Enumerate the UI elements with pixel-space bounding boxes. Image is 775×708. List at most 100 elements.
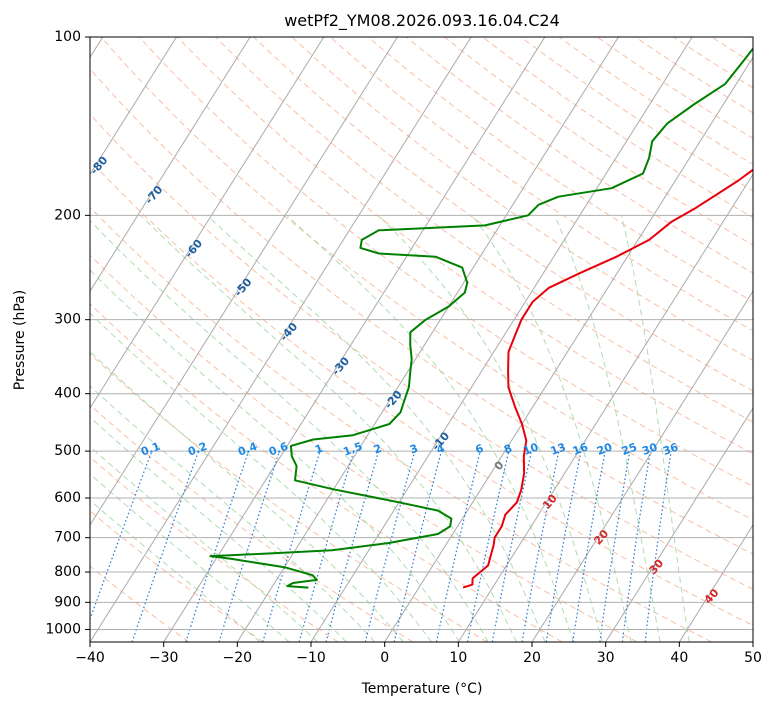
moist-adiabat — [471, 215, 632, 642]
mixing-ratio-label: 13 — [549, 440, 568, 457]
dry-adiabat — [90, 254, 638, 642]
temperature-profile — [462, 168, 753, 589]
isotherm-line — [90, 37, 325, 410]
mixing-ratio-label: 36 — [661, 440, 680, 458]
x-tick-label: −30 — [149, 650, 179, 666]
mixing-ratio-line — [131, 450, 200, 642]
mixing-ratio-line — [572, 450, 606, 642]
chart-title: wetPf2_YM08.2026.093.16.04.C24 — [284, 11, 560, 31]
isotherm-line — [90, 37, 177, 176]
mixing-ratio-line — [599, 450, 631, 642]
y-axis: 100 200 300 400 500 600 700 800 900 1000 — [45, 29, 90, 637]
x-tick-label: −10 — [296, 650, 326, 666]
dry-adiabat — [100, 37, 753, 521]
x-tick-label: 50 — [744, 650, 762, 666]
isotherm-line — [752, 641, 753, 642]
sounding-profiles — [209, 47, 753, 589]
isotherm-line — [384, 56, 753, 642]
x-tick-label: 20 — [523, 650, 541, 666]
isotherm-line — [531, 290, 753, 642]
x-tick-label: 30 — [597, 650, 615, 666]
mixing-ratio-label: 0.6 — [267, 440, 290, 459]
x-axis-label: Temperature (°C) — [361, 681, 483, 697]
y-tick-label: 300 — [54, 312, 81, 328]
y-tick-label: 900 — [54, 594, 81, 610]
y-tick-label: 500 — [54, 443, 81, 459]
dry-adiabat — [558, 37, 753, 165]
dry-adiabat — [90, 113, 753, 590]
moist-adiabat — [90, 269, 461, 642]
moist-adiabat — [378, 214, 603, 642]
dry-adiabat — [444, 37, 753, 246]
dry-adiabat — [90, 404, 414, 642]
y-axis-label: Pressure (hPa) — [12, 290, 28, 390]
moist-adiabat — [90, 312, 432, 642]
mixing-ratio-label: 30 — [640, 440, 659, 458]
isotherm-line — [605, 407, 753, 642]
y-tick-label: 800 — [54, 564, 81, 580]
moist-adiabat — [90, 350, 404, 642]
dry-adiabat — [90, 159, 753, 627]
isotherm-line — [90, 37, 472, 642]
isotherm-line — [310, 37, 693, 642]
x-tick-label: 0 — [380, 650, 389, 666]
y-tick-label: 700 — [54, 530, 81, 546]
mixing-ratio-line — [90, 450, 153, 621]
isotherm-line — [236, 37, 619, 642]
dry-adiabat — [291, 37, 753, 362]
mixing-ratio-line — [545, 450, 582, 642]
y-tick-label: 600 — [54, 490, 81, 506]
isotherm-line — [163, 37, 546, 642]
mixing-ratio-line — [185, 450, 250, 642]
dry-adiabat — [215, 37, 753, 423]
dry-adiabat — [520, 37, 753, 192]
dry-adiabat — [482, 37, 753, 219]
mixing-ratio-label: 1 — [313, 442, 325, 457]
moist-adiabat — [286, 214, 575, 642]
x-tick-label: −20 — [223, 650, 253, 666]
x-tick-label: 10 — [449, 650, 467, 666]
moist-adiabat — [90, 385, 376, 642]
dewpoint-profile — [209, 47, 753, 589]
y-tick-label: 1000 — [45, 621, 81, 637]
mixing-ratio-line — [298, 450, 355, 642]
mixing-ratio-label: 25 — [620, 440, 639, 457]
pressure-gridlines — [90, 37, 753, 630]
mixing-ratio-label: 0.2 — [186, 440, 209, 459]
mixing-ratio-line — [644, 451, 672, 642]
mixing-ratio-line — [491, 450, 533, 642]
y-tick-label: 400 — [54, 386, 81, 402]
moist-adiabat — [90, 445, 319, 642]
mixing-ratio-line — [621, 451, 651, 642]
mixing-ratio-line — [521, 450, 560, 642]
moist-adiabat — [90, 219, 489, 642]
x-tick-label: 40 — [670, 650, 688, 666]
moist-adiabat — [554, 215, 661, 642]
y-tick-label: 100 — [54, 29, 81, 45]
mixing-ratio-label: 3 — [408, 442, 420, 457]
mixing-ratio-line — [325, 450, 380, 642]
moist-adiabat — [620, 215, 690, 642]
mixing-ratio-label: 4 — [435, 442, 447, 457]
isotherm-line — [90, 37, 398, 527]
mixing-ratio-line — [466, 450, 510, 642]
y-tick-label: 200 — [54, 207, 81, 223]
mixing-ratio-line — [393, 450, 442, 642]
moist-adiabat — [140, 214, 517, 642]
dry-adiabat — [749, 37, 753, 40]
x-tick-label: −40 — [75, 650, 105, 666]
x-axis: −40 −30 −20 −10 0 10 20 30 40 50 — [75, 642, 762, 666]
mixing-ratio-label: 20 — [595, 440, 614, 458]
dry-adiabat — [90, 68, 753, 555]
mixing-ratio-label: 16 — [571, 440, 590, 458]
mixing-ratio-label: 8 — [502, 442, 514, 457]
mixing-ratio-label: 2 — [372, 442, 384, 457]
mixing-ratio-line — [262, 450, 321, 642]
mixing-ratio-line — [435, 450, 481, 642]
isotherm-label: -90 — [26, 134, 49, 158]
moist-adiabat — [90, 416, 347, 642]
dry-adiabat — [90, 303, 563, 642]
mixing-ratio-label: 0.1 — [139, 440, 162, 459]
dry-adiabat — [90, 206, 712, 642]
